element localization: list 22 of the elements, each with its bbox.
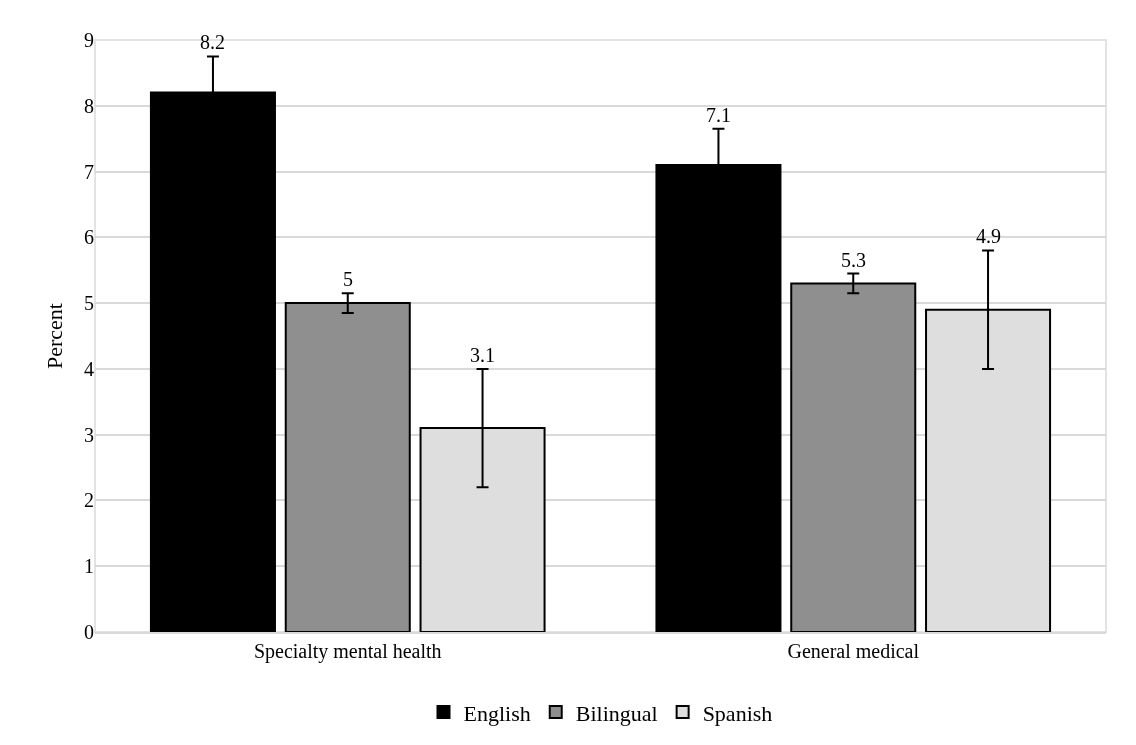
y-tick-label: 7 <box>84 160 94 183</box>
y-tick-label: 8 <box>84 94 94 117</box>
y-tick-label: 0 <box>84 621 94 643</box>
data-label: 8.2 <box>200 31 225 53</box>
y-tick-label: 6 <box>84 226 94 249</box>
y-tick-label: 5 <box>84 292 94 315</box>
y-tick-label: 1 <box>84 555 94 578</box>
legend-label: English <box>463 700 531 726</box>
y-tick-label: 9 <box>84 29 94 51</box>
x-tick-label: Specialty mental health <box>253 640 442 663</box>
data-label: 4.9 <box>976 225 1001 247</box>
data-label: 3.1 <box>470 344 495 366</box>
data-label: 5 <box>343 268 353 290</box>
y-axis-title: Percent <box>41 303 67 369</box>
y-tick-label: 4 <box>84 357 94 380</box>
data-label: 7.1 <box>706 104 731 126</box>
y-tick-label: 2 <box>84 489 94 512</box>
legend-label: Bilingual <box>575 700 658 726</box>
y-tick-label: 3 <box>84 423 94 446</box>
x-tick-label: General medical <box>787 640 920 662</box>
data-label: 5.3 <box>841 249 866 271</box>
legend-label: Spanish <box>702 700 773 726</box>
